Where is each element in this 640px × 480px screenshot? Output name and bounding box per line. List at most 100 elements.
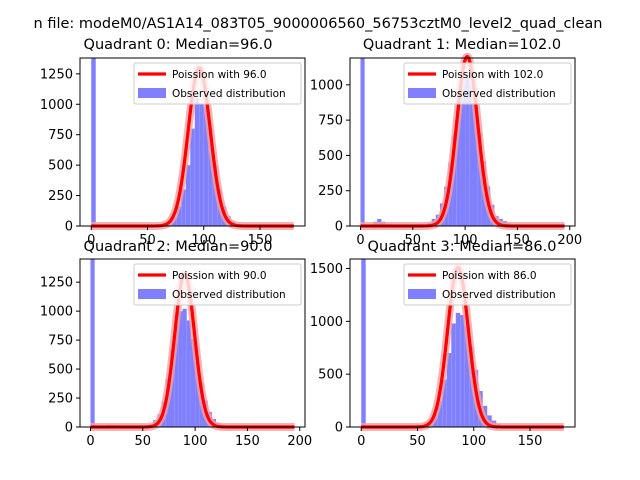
legend: Poission with 96.0 Observed distribution xyxy=(133,62,302,105)
axes-frame xyxy=(79,258,306,428)
histogram-bar xyxy=(360,58,365,226)
x-tick-label: 100 xyxy=(183,434,208,449)
y-tick-label: 1500 xyxy=(310,262,343,277)
y-tick-label: 1250 xyxy=(40,67,73,82)
y-tick-label: 250 xyxy=(48,392,73,407)
histogram-bar xyxy=(452,134,457,226)
panel-title: Quadrant 1: Median=102.0 xyxy=(363,37,561,53)
x-tick-label: 150 xyxy=(505,233,530,248)
y-tick-label: 500 xyxy=(48,159,73,174)
y-tick-label: 500 xyxy=(318,368,343,383)
histogram-bar xyxy=(174,325,179,427)
histogram-bar xyxy=(442,379,447,427)
legend-box xyxy=(403,62,572,105)
histogram-bar xyxy=(473,104,478,226)
x-tick-label: 100 xyxy=(191,233,216,248)
y-tick-label: 1250 xyxy=(40,276,73,291)
axes-frame xyxy=(79,57,306,227)
legend-hist-label: Observed distribution xyxy=(172,88,286,100)
legend-hist-label: Observed distribution xyxy=(442,88,556,100)
histogram-bar xyxy=(464,325,470,427)
panel-title: Quadrant 3: Median=86.0 xyxy=(368,239,557,255)
y-tick-label: 1000 xyxy=(40,98,73,113)
legend-hist-swatch xyxy=(138,289,166,299)
histogram-bar xyxy=(361,259,366,427)
histogram-bar xyxy=(181,189,186,226)
x-tick-label: 100 xyxy=(461,434,486,449)
x-tick-label: 50 xyxy=(405,233,422,248)
suptitle: n file: modeM0/AS1A14_083T05_9000006560_… xyxy=(34,16,603,32)
histogram-bar xyxy=(182,308,187,427)
y-tick-label: 250 xyxy=(48,189,73,204)
y-tick-label: 0 xyxy=(65,220,73,235)
histogram-bar xyxy=(186,320,191,427)
histogram-bar xyxy=(437,400,443,427)
y-tick-label: 0 xyxy=(65,421,73,436)
legend-box xyxy=(133,263,302,306)
histogram-bar xyxy=(455,312,461,427)
histogram-bar xyxy=(212,165,218,226)
y-tick-label: 750 xyxy=(48,334,73,349)
histogram-bar xyxy=(460,84,466,226)
legend-box xyxy=(403,263,572,306)
y-tick-label: 500 xyxy=(318,149,343,164)
axes-frame xyxy=(349,57,576,227)
y-tick-label: 1000 xyxy=(310,315,343,330)
histogram-bar xyxy=(194,98,200,226)
legend-hist-label: Observed distribution xyxy=(442,289,556,301)
histogram-bar xyxy=(190,338,196,427)
panel-quadrant-2: 0 50 100 150 200 0 250 500 750 1000 1250 Poission w… xyxy=(40,258,312,449)
histogram-bar xyxy=(208,128,213,226)
x-tick-label: 0 xyxy=(86,434,94,449)
histogram-bar xyxy=(199,104,204,226)
histogram-bar xyxy=(477,132,482,226)
legend-fit-label: Poission with 102.0 xyxy=(442,69,543,81)
x-tick-label: 0 xyxy=(87,233,95,248)
y-tick-label: 750 xyxy=(48,128,73,143)
histogram-bar xyxy=(190,128,195,226)
histogram-bar xyxy=(460,315,465,427)
legend-fit-label: Poission with 86.0 xyxy=(442,270,537,282)
y-tick-label: 1000 xyxy=(40,305,73,320)
panel-title: Quadrant 0: Median=96.0 xyxy=(84,37,273,53)
y-tick-label: 250 xyxy=(318,184,343,199)
legend-hist-swatch xyxy=(408,289,436,299)
histogram-bar xyxy=(90,259,95,427)
panel-quadrant-0: 0 50 100 150 0 250 500 750 1000 1250 Poission with… xyxy=(40,57,306,248)
histogram-bar xyxy=(451,323,456,427)
histogram-bar xyxy=(195,362,200,427)
panel-title: Quadrant 2: Median=90.0 xyxy=(84,239,273,255)
histogram-bar xyxy=(465,73,470,226)
legend-fit-label: Poission with 96.0 xyxy=(172,69,267,81)
x-tick-label: 50 xyxy=(409,434,426,449)
histogram-bar xyxy=(176,206,182,226)
legend-hist-swatch xyxy=(138,88,166,98)
x-tick-label: 0 xyxy=(356,233,364,248)
legend: Poission with 102.0 Observed distribution xyxy=(403,62,572,105)
legend-hist-label: Observed distribution xyxy=(172,289,286,301)
y-tick-label: 1000 xyxy=(310,78,343,93)
histogram-bar xyxy=(469,83,474,226)
x-tick-label: 150 xyxy=(248,233,273,248)
legend: Poission with 86.0 Observed distribution xyxy=(403,263,572,306)
histogram-bar xyxy=(185,165,191,226)
y-tick-label: 500 xyxy=(48,363,73,378)
x-tick-label: 150 xyxy=(235,434,260,449)
histogram-bar xyxy=(446,353,452,427)
histogram-bar xyxy=(456,104,461,226)
legend-fit-label: Poission with 90.0 xyxy=(172,270,267,282)
x-tick-label: 50 xyxy=(139,233,156,248)
histogram-bar xyxy=(203,106,209,226)
y-tick-label: 0 xyxy=(335,421,343,436)
panel-quadrant-1: 0 50 100 150 200 0 250 500 750 1000 Poission with … xyxy=(310,52,582,248)
histogram-bar xyxy=(178,311,183,427)
legend: Poission with 90.0 Observed distribution xyxy=(133,263,302,306)
y-tick-label: 750 xyxy=(318,114,343,129)
x-tick-label: 0 xyxy=(357,434,365,449)
x-tick-label: 150 xyxy=(518,434,543,449)
legend-box xyxy=(133,62,302,105)
axes-frame xyxy=(349,258,576,428)
y-tick-label: 0 xyxy=(335,220,343,235)
